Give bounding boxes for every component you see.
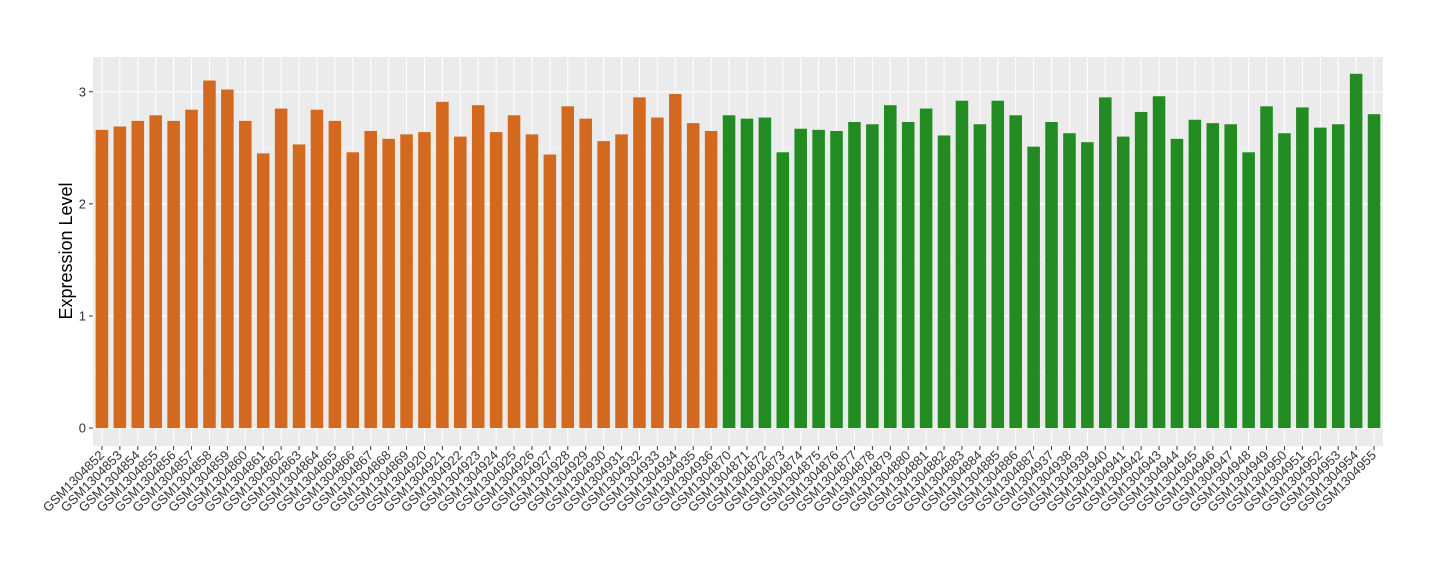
bar bbox=[507, 115, 521, 429]
bar bbox=[1260, 106, 1273, 429]
bar bbox=[346, 152, 360, 429]
bar bbox=[1152, 96, 1166, 429]
bar bbox=[866, 124, 879, 429]
bar bbox=[884, 105, 897, 429]
bar bbox=[740, 118, 754, 429]
bar bbox=[633, 97, 646, 429]
bar bbox=[830, 130, 843, 429]
bar bbox=[848, 122, 861, 429]
bar bbox=[471, 105, 485, 429]
bar bbox=[1367, 114, 1381, 429]
bar bbox=[489, 132, 503, 429]
bar bbox=[1170, 138, 1184, 429]
bar bbox=[669, 93, 682, 429]
bar bbox=[418, 132, 431, 429]
bar bbox=[1063, 133, 1076, 429]
bar bbox=[543, 154, 557, 429]
bar bbox=[722, 115, 736, 429]
bar bbox=[1045, 122, 1058, 429]
y-axis-label: Expression Level bbox=[56, 182, 76, 319]
bar bbox=[203, 80, 216, 429]
bar bbox=[454, 136, 467, 429]
bar bbox=[113, 126, 127, 429]
bar bbox=[919, 108, 933, 429]
bar bbox=[1188, 119, 1202, 429]
bar bbox=[758, 117, 772, 429]
bar bbox=[1081, 142, 1094, 429]
bar bbox=[239, 120, 252, 429]
bar bbox=[1116, 136, 1130, 429]
bar bbox=[1314, 127, 1327, 429]
bar bbox=[328, 120, 342, 429]
bar bbox=[1278, 133, 1291, 429]
bar bbox=[1242, 152, 1255, 429]
bar bbox=[651, 117, 664, 429]
bar bbox=[1349, 73, 1363, 429]
bar bbox=[1134, 111, 1148, 429]
bar bbox=[274, 108, 288, 429]
bar bbox=[1206, 123, 1220, 429]
bar bbox=[1027, 146, 1040, 429]
bar bbox=[1296, 107, 1309, 429]
bar bbox=[292, 144, 306, 429]
bar bbox=[973, 124, 987, 429]
bar bbox=[1099, 97, 1112, 429]
bar bbox=[937, 135, 951, 429]
y-tick-label: 3 bbox=[79, 84, 86, 99]
bar bbox=[686, 123, 700, 429]
bar bbox=[597, 141, 610, 429]
bar bbox=[364, 130, 377, 429]
bar bbox=[131, 120, 145, 429]
bar bbox=[149, 115, 162, 429]
bar bbox=[221, 89, 234, 429]
bar bbox=[901, 122, 915, 429]
bar bbox=[776, 152, 790, 429]
bar bbox=[1224, 124, 1237, 429]
bar bbox=[991, 100, 1005, 429]
bar bbox=[561, 106, 575, 429]
bar bbox=[185, 109, 198, 429]
bar bbox=[436, 101, 449, 429]
y-tick-label: 1 bbox=[79, 308, 86, 323]
bar bbox=[704, 130, 718, 429]
bar bbox=[955, 100, 969, 429]
bar bbox=[1331, 124, 1345, 429]
bar bbox=[615, 134, 628, 429]
bar bbox=[812, 129, 825, 429]
bar bbox=[1009, 115, 1022, 429]
bar bbox=[167, 120, 180, 429]
bar bbox=[256, 153, 270, 429]
bar bbox=[382, 138, 395, 429]
plot-background bbox=[93, 57, 1383, 446]
y-tick-label: 0 bbox=[79, 421, 86, 436]
bar bbox=[579, 118, 592, 429]
bar bbox=[95, 129, 109, 429]
bar bbox=[525, 134, 539, 429]
bar bbox=[794, 128, 807, 429]
y-tick-label: 2 bbox=[79, 196, 86, 211]
bar bbox=[310, 109, 324, 429]
bar bbox=[400, 134, 413, 429]
